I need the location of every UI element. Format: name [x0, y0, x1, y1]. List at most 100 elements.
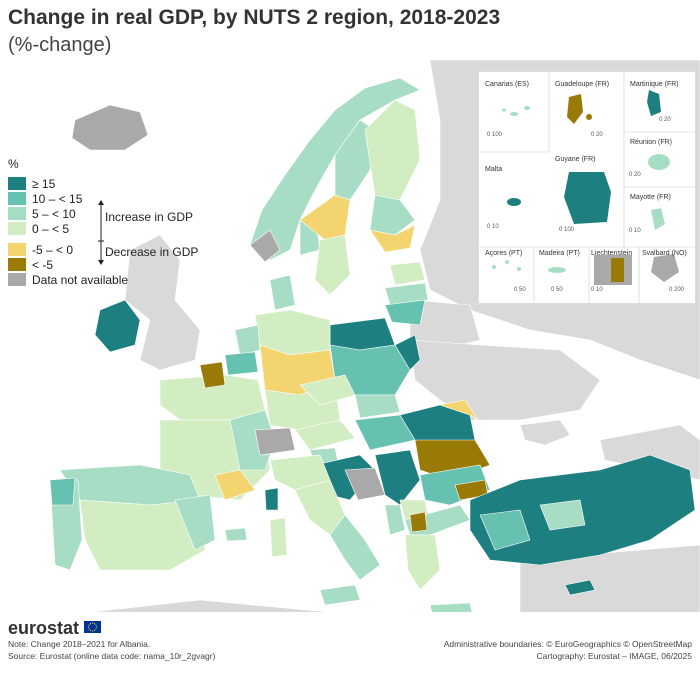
region-norway [249, 77, 421, 261]
inset-scale: 0 100 [487, 132, 503, 138]
inset-scale: 0 20 [591, 132, 603, 138]
legend-item: 0 – < 5 [8, 221, 208, 236]
region-finland-south [369, 224, 416, 253]
inset-scale: 0 20 [629, 172, 641, 178]
legend-swatch [8, 258, 26, 271]
inset-label: Madeira (PT) [539, 250, 580, 257]
region-ukraine [409, 339, 601, 421]
legend-label: 10 – < 15 [32, 191, 83, 206]
region-crimea [519, 419, 571, 446]
region-iceland [71, 104, 149, 151]
legend-arrow-icon [98, 200, 104, 265]
region-belgium [224, 351, 259, 376]
region-finland-north [364, 99, 421, 201]
inset-scale: 0 20 [659, 117, 671, 123]
inset-scale: 0 100 [559, 227, 575, 233]
region-ireland [94, 299, 141, 353]
decrease-label: Decrease in GDP [105, 245, 199, 259]
legend-item: 10 – < 15 [8, 191, 208, 206]
region-uk [124, 234, 201, 371]
inset-scale: 0 50 [514, 287, 526, 293]
region-poland-east [394, 334, 421, 371]
region-sweden-south [314, 234, 351, 296]
legend-label: -5 – < 0 [32, 242, 74, 257]
region-estonia [389, 261, 426, 286]
eu-flag-icon [84, 621, 101, 633]
inset-panel: Canarias (ES) Guadeloupe (FR) Martinique… [478, 71, 696, 304]
region-spain-east [174, 494, 216, 551]
legend-label: < -5 [32, 257, 54, 272]
increase-label: Increase in GDP [105, 210, 194, 224]
region-greece-southwest [409, 511, 428, 533]
inset-label: Malta [485, 166, 503, 173]
region-balearic [224, 527, 248, 542]
inset-scale: 0 10 [487, 224, 499, 230]
region-switzerland [254, 427, 296, 456]
footer-cartography: Cartography: Eurostat – IMAGE, 06/2025 [536, 651, 692, 661]
inset-scale: 0 10 [591, 287, 603, 293]
inset-label: Mayotte (FR) [630, 194, 671, 201]
region-france-paris [199, 361, 226, 389]
inset-label: Liechtenstein [591, 250, 633, 257]
region-romania-east [438, 399, 479, 421]
footer-note: Note: Change 2018–2021 for Albania. [8, 639, 151, 649]
region-slovakia [354, 394, 401, 419]
legend-swatch [8, 222, 26, 235]
region-sweden-mid [299, 194, 351, 241]
region-albania [384, 504, 406, 536]
inset-scale: 0 200 [669, 287, 685, 293]
footer: eurostat Note: Change 2018–2021 for Alba… [0, 612, 700, 700]
region-netherlands [234, 324, 261, 356]
legend: % ≥ 15 10 – < 15 5 – < 10 0 – < 5 -5 – <… [8, 157, 208, 287]
inset-label: Açores (PT) [485, 250, 523, 257]
region-portugal-north [49, 477, 76, 506]
inset-label: Guadeloupe (FR) [555, 81, 610, 88]
inset-grid [479, 72, 695, 303]
page-subtitle: (%-change) [8, 34, 112, 56]
region-corsica [264, 487, 279, 511]
region-sardinia [269, 517, 288, 558]
legend-label: 0 – < 5 [32, 221, 70, 236]
footer-source: Source: Eurostat (online data code: nama… [8, 651, 216, 661]
region-cyprus [564, 579, 596, 596]
region-france-southeast [214, 469, 256, 501]
region-italy-south [329, 514, 381, 581]
region-austria [294, 419, 356, 451]
legend-swatch [8, 192, 26, 205]
inset-scale: 0 10 [629, 228, 641, 234]
region-sicily [319, 584, 361, 606]
region-norway-west [249, 229, 281, 263]
legend-swatch [8, 273, 26, 286]
legend-swatch [8, 177, 26, 190]
region-finland-mid [369, 194, 416, 236]
inset-label: Svalbard (NO) [642, 250, 687, 257]
region-poland-north [329, 317, 396, 351]
region-france-east [229, 409, 276, 471]
legend-swatch [8, 243, 26, 256]
legend-label: Data not available [32, 272, 129, 287]
inset-label: Guyane (FR) [555, 156, 596, 163]
inset-label: Canarias (ES) [485, 81, 529, 88]
region-greece-central [404, 534, 441, 591]
legend-item: < -5 [8, 257, 208, 272]
legend-item: Data not available [8, 272, 208, 287]
region-lithuania [384, 299, 426, 326]
legend-swatch [8, 207, 26, 220]
legend-unit: % [8, 157, 19, 171]
region-spain-central [79, 499, 206, 571]
legend-item: ≥ 15 [8, 176, 208, 191]
inset-label: Réunion (FR) [630, 139, 673, 146]
legend-item: 5 – < 10 [8, 206, 208, 221]
inset-label: Martinique (FR) [630, 81, 679, 88]
inset-scale: 0 50 [551, 287, 563, 293]
legend-label: 5 – < 10 [32, 206, 76, 221]
region-denmark [269, 274, 296, 311]
region-turkey-west [479, 509, 531, 551]
region-latvia [384, 282, 429, 306]
region-turkey-central [539, 499, 586, 531]
legend-item: -5 – < 0 [8, 242, 208, 257]
region-serbia [374, 449, 421, 506]
footer-admin-boundaries: Administrative boundaries: © EuroGeograp… [443, 639, 692, 649]
eurostat-logo: eurostat [8, 618, 80, 638]
